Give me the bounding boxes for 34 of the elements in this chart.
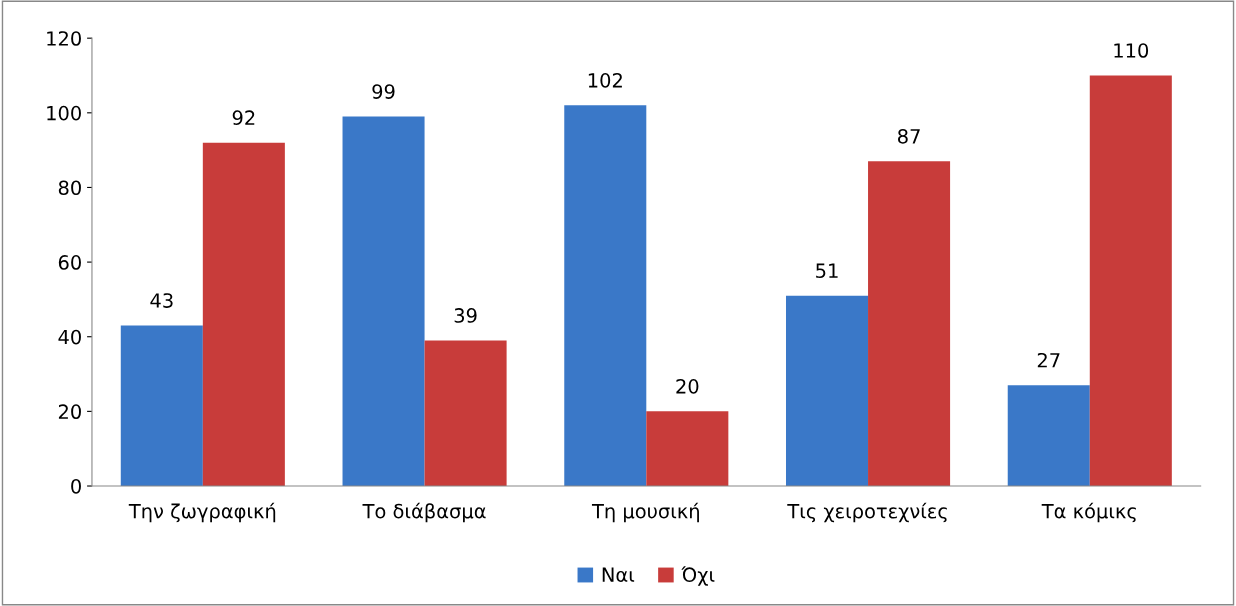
- y-tick-label: 20: [58, 404, 81, 420]
- y-tick-label: 100: [47, 105, 81, 121]
- y-tick-label: 60: [58, 255, 81, 270]
- x-tick-label: Το διάβασμα: [362, 502, 486, 523]
- x-tick-label: Τις χειροτεχνίες: [787, 502, 947, 523]
- data-label: 99: [372, 84, 395, 99]
- bar: [786, 295, 869, 487]
- bar: [202, 142, 285, 487]
- x-tick-label: Τα κόμικς: [1041, 502, 1136, 523]
- y-tick-label: 40: [58, 329, 81, 345]
- y-tick-label: 80: [58, 180, 81, 196]
- data-label: 43: [150, 293, 173, 308]
- y-tick-label: 0: [71, 478, 81, 494]
- data-label: 102: [588, 72, 622, 88]
- data-label: 110: [1114, 43, 1149, 58]
- legend-label: Όχι: [681, 566, 715, 586]
- x-tick-label: Τη μουσική: [591, 502, 699, 523]
- data-label: 27: [1037, 352, 1060, 368]
- data-label: 87: [898, 128, 920, 144]
- bar: [1007, 385, 1090, 487]
- bar: [1089, 75, 1172, 487]
- legend-label: Ναι: [602, 567, 635, 582]
- data-label: 20: [676, 379, 699, 394]
- bar: [564, 105, 647, 487]
- data-label: 92: [232, 110, 255, 126]
- y-tick-label: 120: [47, 31, 81, 46]
- data-label: 51: [816, 263, 838, 279]
- bar: [868, 161, 951, 487]
- bar: [424, 340, 507, 487]
- data-label: 39: [454, 308, 477, 323]
- bar: [646, 411, 729, 487]
- bar: [120, 325, 203, 487]
- bar: [342, 116, 425, 487]
- x-tick-label: Την ζωγραφική: [128, 502, 276, 523]
